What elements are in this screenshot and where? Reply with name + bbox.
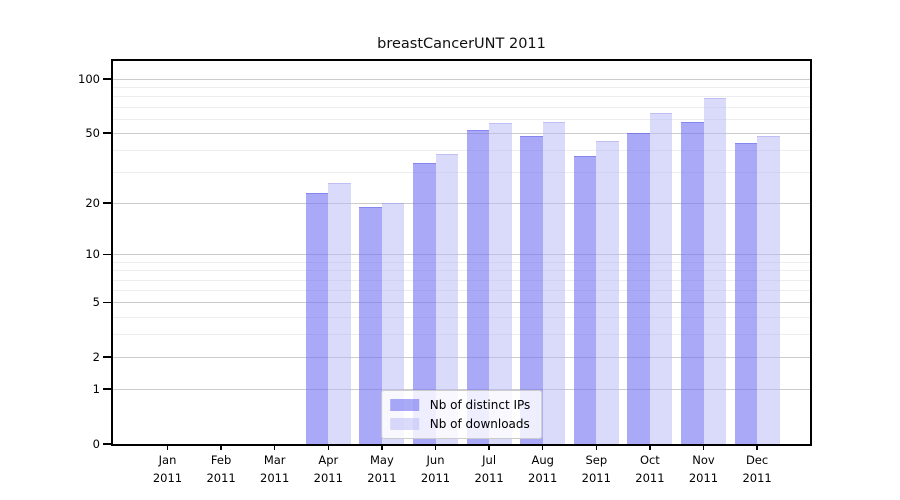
minor-gridline bbox=[113, 106, 810, 108]
bar-distinct-ips-jun-2011 bbox=[413, 162, 436, 444]
legend: Nb of distinct IPs Nb of downloads bbox=[380, 390, 543, 439]
bar-distinct-ips-may-2011 bbox=[359, 207, 382, 444]
x-axis-tick-label: Aug 2011 bbox=[528, 453, 558, 485]
minor-gridline bbox=[113, 290, 810, 292]
x-axis-tick bbox=[166, 444, 169, 450]
y-axis-tick-label: 5 bbox=[92, 295, 100, 310]
minor-gridline bbox=[113, 334, 810, 336]
major-gridline bbox=[113, 254, 810, 256]
legend-swatch-downloads bbox=[389, 417, 419, 431]
y-axis-tick-label: 1 bbox=[92, 382, 100, 397]
minor-gridline bbox=[113, 270, 810, 272]
x-axis-tick-label: Oct 2011 bbox=[635, 453, 665, 485]
x-axis-tick-label: Feb 2011 bbox=[206, 453, 236, 485]
minor-gridline bbox=[113, 118, 810, 120]
x-axis-tick-label: Dec 2011 bbox=[742, 453, 772, 485]
plot-area: Nb of distinct IPs Nb of downloads 0 1 2 5 1… bbox=[78, 59, 812, 485]
bar-distinct-ips-dec-2011 bbox=[734, 142, 758, 444]
y-axis-tick bbox=[103, 356, 111, 358]
y-axis-tick bbox=[103, 202, 111, 204]
y-axis-tick-label: 100 bbox=[78, 71, 100, 86]
legend-swatch-distinct-ips bbox=[389, 398, 419, 412]
x-axis-tick bbox=[273, 444, 276, 450]
bar-downloads-nov-2011 bbox=[703, 98, 726, 444]
minor-gridline bbox=[113, 316, 810, 318]
x-axis-tick bbox=[595, 444, 598, 450]
bar-downloads-aug-2011 bbox=[542, 121, 566, 444]
x-axis-tick-label: May 2011 bbox=[367, 453, 397, 485]
bar-downloads-apr-2011 bbox=[328, 183, 351, 444]
y-axis-tick-label: 0 bbox=[92, 437, 100, 451]
legend-item-downloads: Nb of downloads bbox=[389, 417, 531, 431]
minor-gridline bbox=[113, 96, 810, 98]
bar-distinct-ips-apr-2011 bbox=[305, 192, 329, 444]
y-axis-tick-label: 2 bbox=[92, 350, 100, 365]
major-gridline bbox=[113, 133, 810, 135]
major-gridline bbox=[113, 302, 810, 304]
y-axis-tick-label: 50 bbox=[85, 126, 100, 141]
y-axis-tick bbox=[103, 388, 111, 390]
legend-item-distinct-ips: Nb of distinct IPs bbox=[389, 398, 531, 412]
bar-distinct-ips-sep-2011 bbox=[573, 156, 597, 444]
x-axis-tick-label: Jul 2011 bbox=[474, 453, 504, 485]
y-axis-tick bbox=[103, 132, 111, 134]
bar-downloads-oct-2011 bbox=[649, 112, 673, 444]
bar-downloads-may-2011 bbox=[381, 203, 405, 444]
chart-title: breastCancerUNT 2011 bbox=[377, 36, 546, 52]
bar-distinct-ips-aug-2011 bbox=[520, 136, 543, 444]
x-axis-tick-label: Sep 2011 bbox=[581, 453, 611, 485]
x-axis-tick bbox=[702, 444, 705, 450]
x-axis-tick bbox=[756, 444, 758, 450]
x-axis-tick-label: Nov 2011 bbox=[688, 453, 719, 485]
bar-downloads-sep-2011 bbox=[596, 141, 619, 444]
major-gridline bbox=[113, 357, 810, 359]
minor-gridline bbox=[113, 172, 810, 174]
y-axis-tick bbox=[103, 78, 111, 80]
bar-downloads-jul-2011 bbox=[489, 122, 512, 444]
minor-gridline bbox=[113, 261, 810, 263]
y-axis-tick bbox=[103, 443, 111, 445]
major-gridline bbox=[113, 203, 810, 205]
legend-label-distinct-ips: Nb of distinct IPs bbox=[429, 398, 531, 412]
y-axis-tick bbox=[103, 253, 111, 256]
bar-downloads-jun-2011 bbox=[435, 154, 458, 444]
minor-gridline bbox=[113, 87, 810, 89]
x-axis-tick-label: Jun 2011 bbox=[420, 453, 451, 485]
x-axis-tick bbox=[541, 444, 544, 450]
x-axis-tick bbox=[327, 444, 330, 450]
x-axis-tick bbox=[220, 444, 222, 450]
x-axis-tick-label: Jan 2011 bbox=[152, 453, 183, 485]
y-axis-tick-label: 10 bbox=[85, 247, 100, 262]
x-axis-tick bbox=[649, 444, 651, 450]
x-axis-tick-label: Apr 2011 bbox=[313, 453, 343, 485]
bar-downloads-dec-2011 bbox=[757, 136, 780, 444]
x-axis-tick bbox=[381, 444, 383, 450]
bar-distinct-ips-oct-2011 bbox=[627, 133, 650, 444]
x-axis-tick bbox=[434, 444, 437, 450]
bar-distinct-ips-nov-2011 bbox=[681, 121, 704, 444]
bar-distinct-ips-jul-2011 bbox=[466, 129, 490, 444]
y-axis-tick-label: 20 bbox=[85, 196, 100, 211]
legend-label-downloads: Nb of downloads bbox=[429, 417, 530, 431]
y-axis-tick bbox=[103, 301, 111, 304]
x-axis-tick-label: Mar 2011 bbox=[260, 453, 290, 485]
minor-gridline bbox=[113, 279, 810, 281]
major-gridline bbox=[113, 78, 810, 80]
x-axis-tick bbox=[488, 444, 490, 450]
minor-gridline bbox=[113, 150, 810, 152]
major-gridline bbox=[113, 389, 810, 391]
